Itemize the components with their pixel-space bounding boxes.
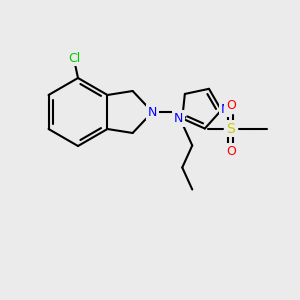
Text: N: N	[220, 103, 230, 116]
Text: S: S	[226, 122, 235, 136]
Text: N: N	[174, 112, 183, 125]
Text: N: N	[148, 106, 157, 118]
Text: O: O	[226, 145, 236, 158]
Text: Cl: Cl	[68, 52, 80, 64]
Text: O: O	[226, 99, 236, 112]
